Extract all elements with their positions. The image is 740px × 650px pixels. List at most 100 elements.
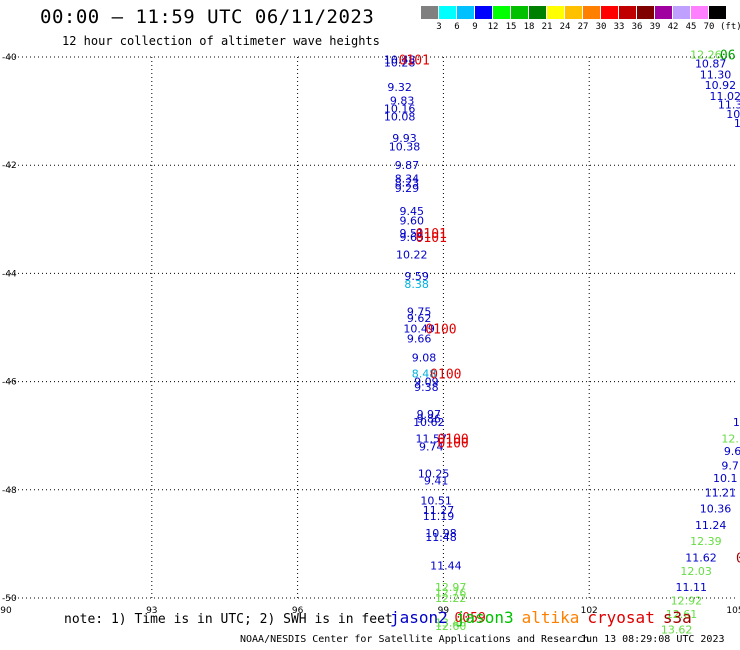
wave-height-value: 9.87 (395, 159, 420, 172)
wave-height-value: 10.49 (403, 323, 435, 336)
wave-height-value: 12.26 (690, 48, 722, 61)
wave-height-value: 9.08 (412, 351, 437, 364)
wave-height-value: 9.97 (417, 408, 442, 421)
lon-tick-label: 102 (581, 606, 598, 616)
legend-swatch (583, 6, 600, 19)
legend-swatch (475, 6, 492, 19)
lon-tick-label: 105 (726, 606, 740, 616)
generated-timestamp: Jun 13 08:29:08 UTC 2023 (580, 634, 725, 645)
legend-swatch (547, 6, 564, 19)
legend-label: 70 (703, 22, 715, 32)
wave-height-value: 12.97 (435, 581, 467, 594)
wave-height-value: 10.16 (384, 102, 416, 115)
legend-swatch (637, 6, 654, 19)
footer-note: note: 1) Time is in UTC; 2) SWH is in fe… (64, 612, 393, 627)
wave-height-value: 9.65 (400, 231, 425, 244)
lat-tick-label: -50 (2, 594, 17, 604)
wave-height-value: 11.19 (423, 510, 455, 523)
wave-height-value: 11.27 (423, 504, 455, 517)
lon-tick-label: 96 (292, 606, 304, 616)
legend-label: 3 (436, 22, 442, 32)
legend-label: 42 (667, 22, 679, 32)
wave-height-value: 9.7 (721, 459, 739, 472)
wave-height-value: 10.98 (425, 527, 457, 540)
pass-time-label: 0100 (425, 323, 456, 338)
pass-time-label: 0101 (399, 54, 430, 69)
lat-tick-label: -44 (2, 269, 17, 279)
wave-height-value: 9.51 (400, 227, 425, 240)
wave-height-value: 13.40 (435, 616, 467, 629)
wave-height-value: 8.34 (395, 173, 420, 186)
legend-swatch (421, 6, 438, 19)
wave-height-value: 11.11 (676, 581, 708, 594)
lat-tick-label: -48 (2, 486, 17, 496)
lon-tick-label: 90 (0, 606, 12, 616)
wave-height-value: 11.3 (718, 99, 740, 112)
satellite-s3a: s3a (662, 608, 692, 627)
wave-height-value: 11.30 (700, 68, 732, 81)
wave-height-value: 12.60 (435, 620, 467, 633)
wave-height-value: 11.44 (430, 560, 462, 573)
wave-height-value: 9.38 (414, 381, 439, 394)
legend-label: 24 (559, 22, 571, 32)
wave-height-value: 12.76 (435, 587, 467, 600)
wave-height-value: 9.93 (392, 132, 417, 145)
wave-height-value: 12.61 (666, 608, 698, 621)
legend-unit: (ft) (720, 22, 740, 32)
legend-swatch (493, 6, 510, 19)
wave-height-value: 10.22 (396, 248, 428, 261)
wave-height-value: 9.6 (724, 445, 740, 458)
wave-height-value: 12.03 (680, 565, 712, 578)
legend-label: 15 (505, 22, 517, 32)
legend-swatch (655, 6, 672, 19)
satellite-jason3: jason3 (455, 608, 514, 627)
wave-height-value: 9.60 (400, 214, 425, 227)
pass-time-label: 0100 (437, 432, 468, 447)
wave-height-value: 11.48 (425, 531, 457, 544)
legend-label: 33 (613, 22, 625, 32)
legend-swatch (529, 6, 546, 19)
lat-tick-label: -42 (2, 161, 17, 171)
wave-height-value: 8.23 (395, 177, 420, 190)
legend-swatch (601, 6, 618, 19)
wave-height-value: 9.74 (419, 441, 444, 454)
wave-height-value: 10. (726, 108, 740, 121)
wave-height-value: 9.59 (404, 270, 429, 283)
wave-height-value: 8.48 (412, 367, 437, 380)
wave-height-value: 9.62 (407, 312, 432, 325)
satellite-legend: jason2 jason3 altika cryosat s3a (390, 608, 700, 627)
credit-text: NOAA/NESDIS Center for Satellite Applica… (240, 634, 590, 645)
legend-swatch (511, 6, 528, 19)
wave-height-value: 12.92 (671, 595, 703, 608)
legend-swatch (691, 6, 708, 19)
wave-height-value: 10.51 (420, 495, 452, 508)
wave-height-value: 9.45 (400, 205, 425, 218)
pass-time-label: 0059 (454, 611, 485, 626)
grid-lines (6, 56, 735, 599)
legend-label: 12 (487, 22, 499, 32)
legend-label: 30 (595, 22, 607, 32)
wave-height-value: 10.87 (695, 57, 727, 70)
chart-subtitle: 12 hour collection of altimeter wave hei… (62, 34, 380, 48)
wave-height-value: 10.1 (713, 472, 738, 485)
wave-height-value: 10.25 (418, 468, 450, 481)
wave-height-value: 10.38 (389, 140, 421, 153)
wave-height-value: 11.62 (685, 551, 717, 564)
legend-label: 45 (685, 22, 697, 32)
wave-height-value: 9.29 (395, 182, 420, 195)
legend-label: 27 (577, 22, 589, 32)
legend-label: 39 (649, 22, 661, 32)
pass-time-label: 0100 (430, 367, 461, 382)
chart-title: 00:00 – 11:59 UTC 06/11/2023 (40, 6, 375, 28)
pass-time-label: 0101 (416, 231, 447, 246)
wave-height-value: 12.39 (690, 535, 722, 548)
axis-tick-labels: 90 93 96 99 102 105 -40 -42 -44 -46 -48 -50 (0, 53, 740, 616)
legend-swatch (565, 6, 582, 19)
wave-height-value: 9.66 (407, 332, 432, 345)
wave-height-value: 11.24 (695, 519, 727, 532)
lon-tick-label: 93 (146, 606, 157, 616)
wave-height-value: 11.21 (705, 487, 737, 500)
wave-height-value: 11.02 (710, 90, 740, 103)
legend-label: 6 (454, 22, 460, 32)
pass-time-label: 0 (736, 551, 740, 566)
